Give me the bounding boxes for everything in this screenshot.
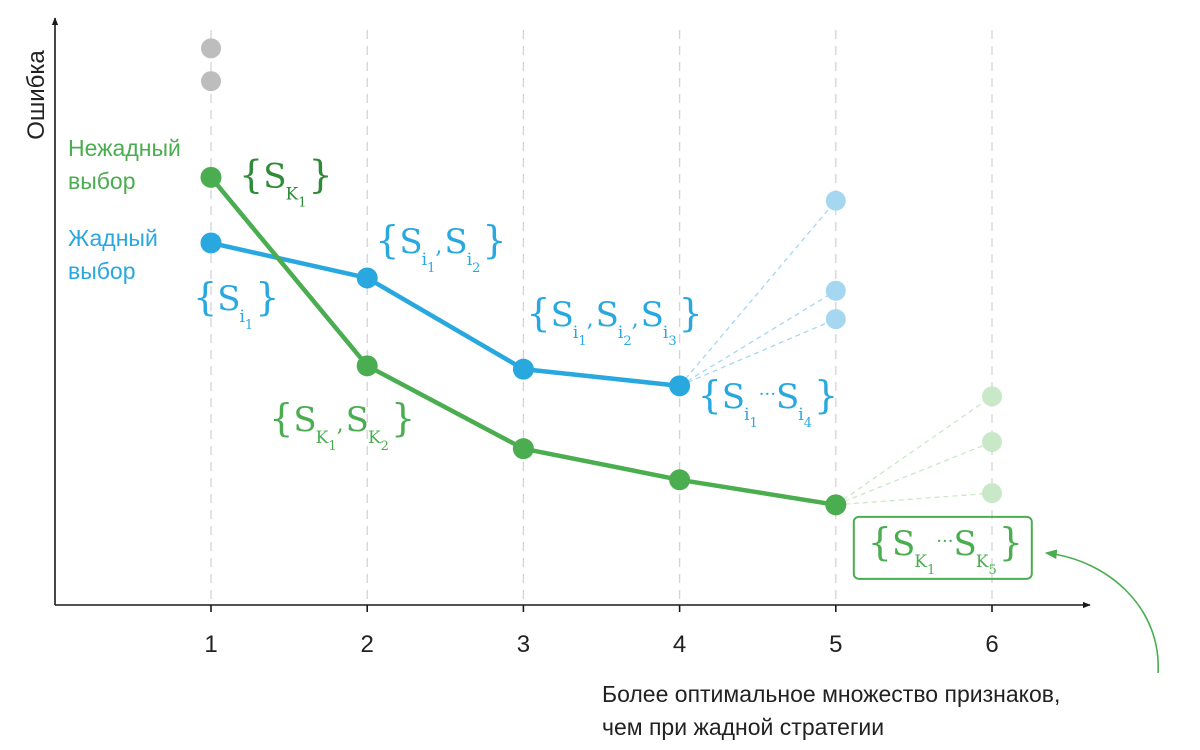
data-label-greedy-3: {Si1​,Si2​,Si3​}: [526, 291, 702, 349]
candidate-branch-line-2: [679, 200, 837, 387]
nongreedy-point-4: [669, 469, 691, 491]
candidate-point-2: [825, 190, 846, 211]
annotation-text: Более оптимальное множество признаков, че…: [602, 681, 1060, 740]
data-label-nongreedy-1: {SK1​}: [239, 152, 333, 210]
candidate-branch-line-7: [835, 492, 993, 506]
best-subset-highlight-box: [852, 515, 1033, 580]
nongreedy-point-5: [825, 494, 847, 516]
y-axis-label: Ошибка: [23, 50, 50, 140]
x-tick-label: 6: [985, 631, 998, 658]
candidate-branch-line-6: [835, 441, 993, 506]
candidate-point-0: [201, 38, 221, 59]
candidate-point-7: [982, 483, 1002, 504]
x-tick-label: 5: [829, 631, 842, 658]
candidate-point-5: [982, 386, 1002, 407]
greedy-point-1: [200, 232, 222, 254]
data-label-greedy-1: {Si1​}: [193, 275, 279, 333]
candidate-branch-line-4: [679, 318, 837, 387]
nongreedy-point-2: [356, 355, 378, 377]
series-name-greedy: Жадный выбор: [68, 225, 158, 284]
x-tick-label: 4: [673, 631, 686, 658]
x-tick-label: 2: [361, 631, 374, 658]
candidate-point-3: [825, 280, 846, 301]
data-label-nongreedy-5: {SK1​···SK5​}: [868, 520, 1023, 578]
greedy-point-2: [356, 267, 378, 289]
nongreedy-point-3: [512, 438, 534, 460]
candidate-point-4: [825, 309, 846, 330]
nongreedy-point-1: [200, 166, 222, 188]
x-tick-label: 3: [517, 631, 530, 658]
data-label-nongreedy-2: {SK1​,SK2​}: [269, 396, 415, 454]
data-label-greedy-4: {Si1​···Si4​}: [698, 373, 839, 431]
series-name-nongreedy: Нежадный выбор: [68, 135, 181, 194]
candidate-branch-line-3: [679, 290, 837, 387]
candidate-point-1: [201, 71, 221, 92]
data-label-greedy-2: {Si1​,Si2​}: [375, 218, 506, 276]
candidate-branch-line-5: [835, 395, 993, 506]
greedy-point-3: [512, 358, 534, 380]
greedy-point-4: [669, 375, 691, 397]
candidate-point-6: [982, 431, 1002, 452]
x-tick-label: 1: [204, 631, 217, 658]
greedy-series-line: [208, 240, 682, 389]
annotation-arrow: [1044, 549, 1159, 674]
